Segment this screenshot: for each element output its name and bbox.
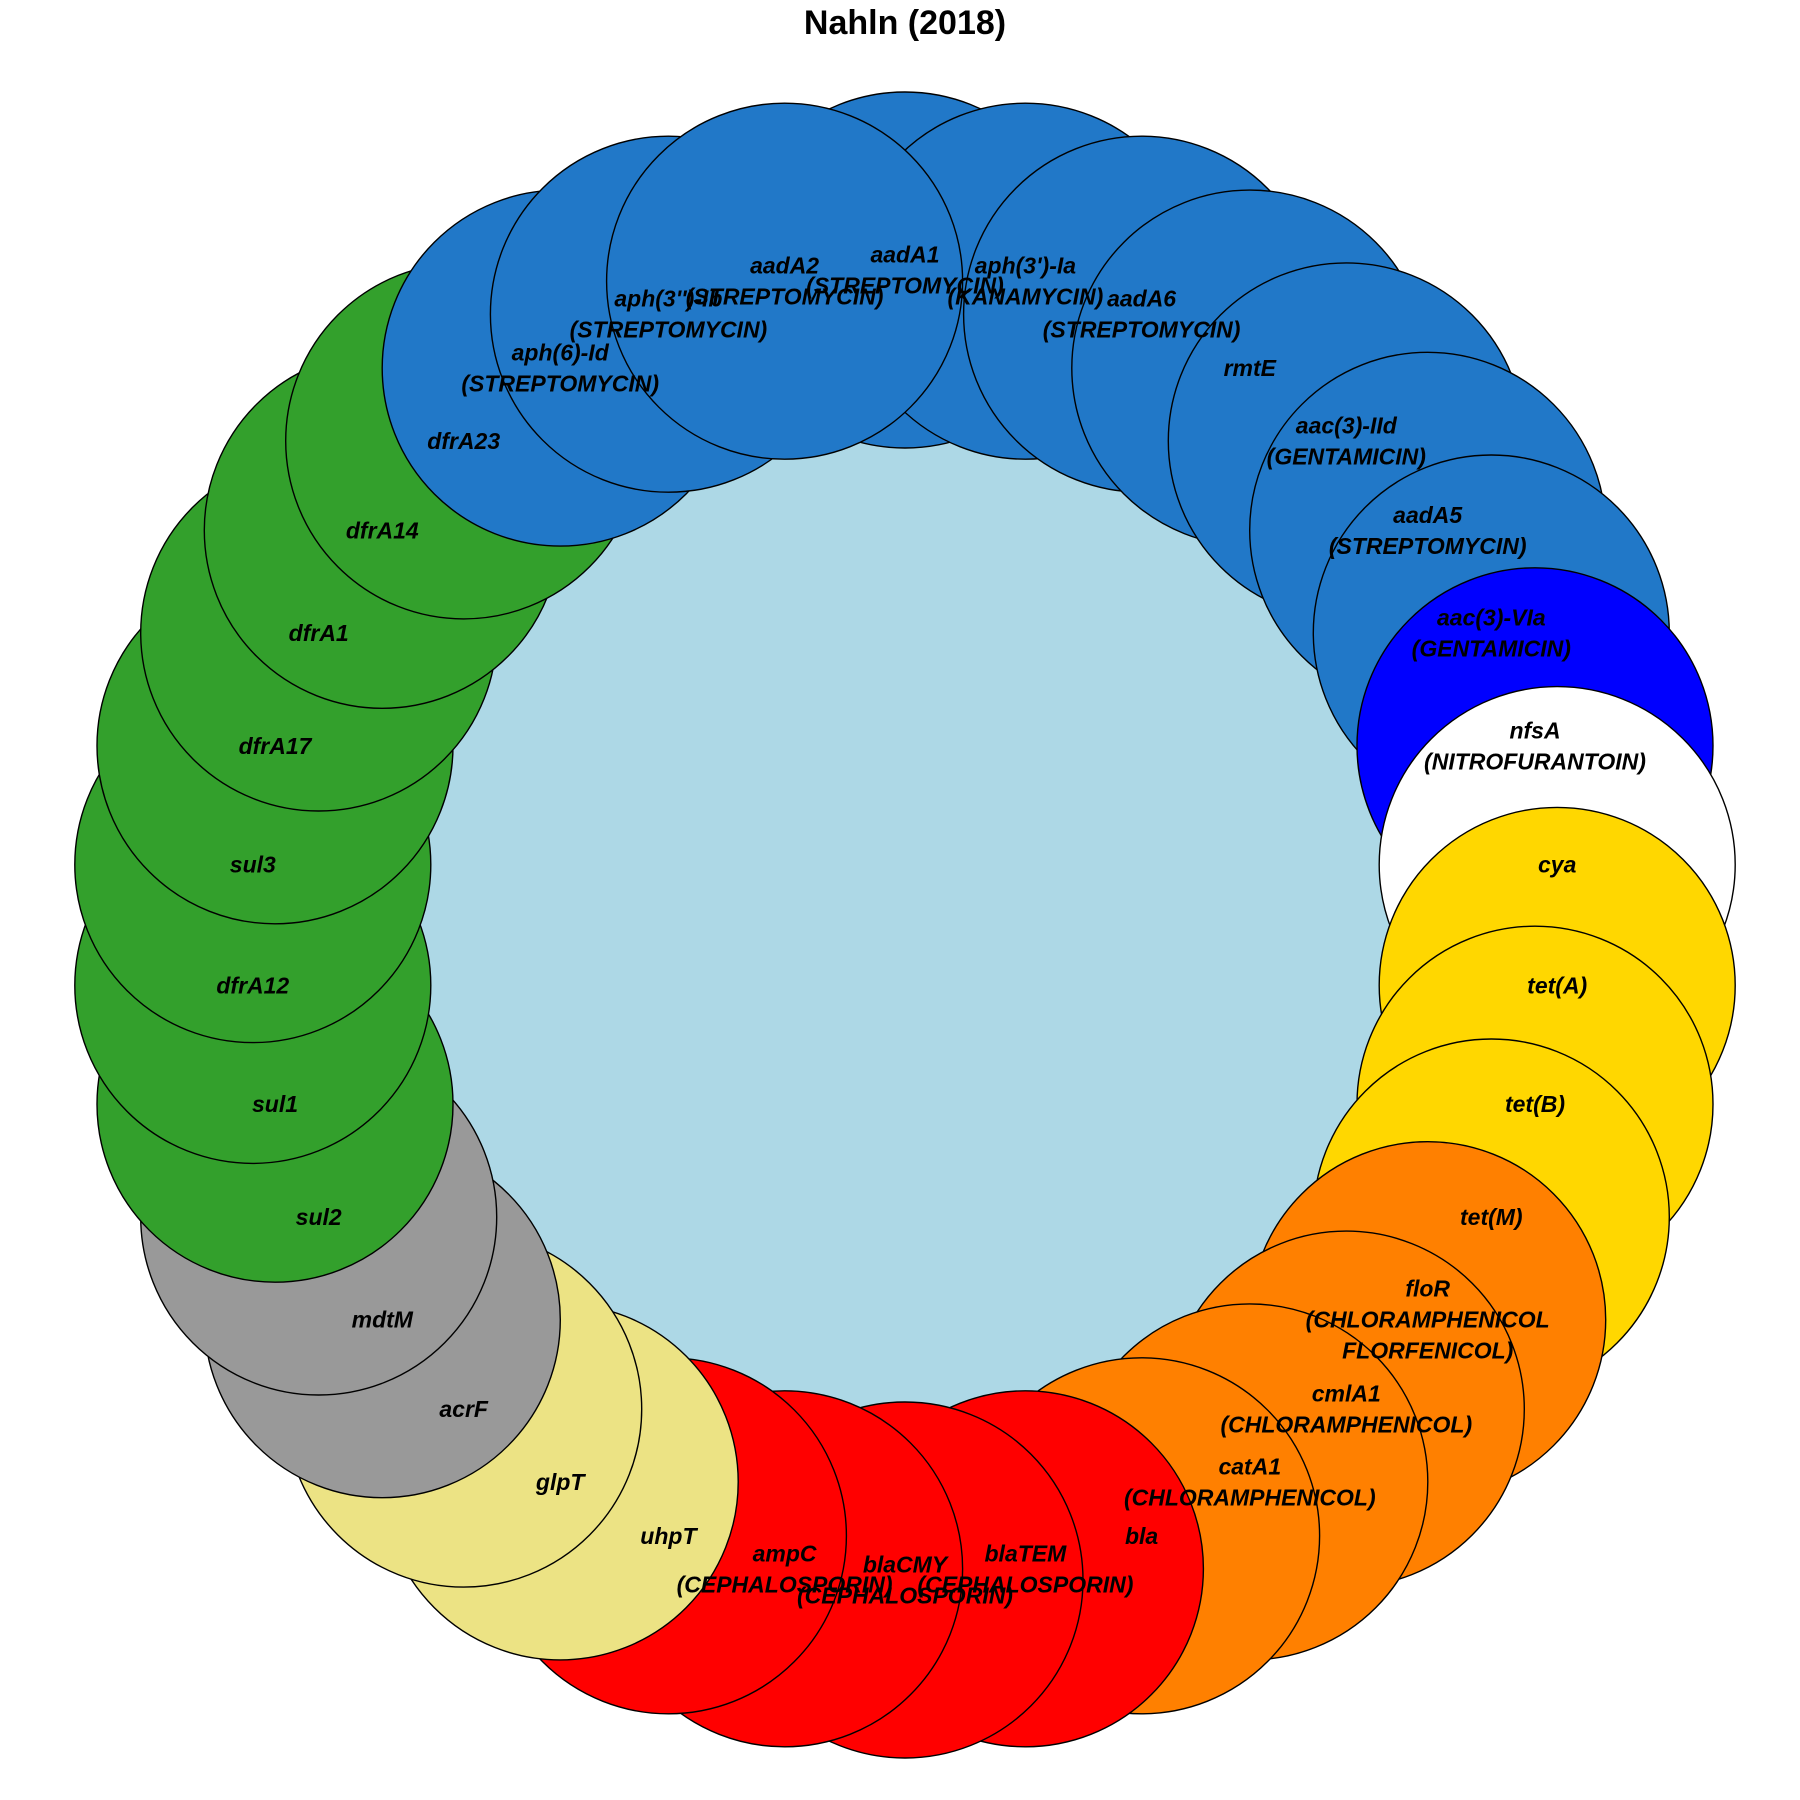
gene-label-tet-m: tet(M) <box>1460 1204 1523 1230</box>
gene-label-cata1-drug: (CHLORAMPHENICOL) <box>1124 1484 1376 1510</box>
gene-label-aada6-drug: (STREPTOMYCIN) <box>1043 317 1241 343</box>
gene-label-sul3: sul3 <box>230 852 276 878</box>
gene-label-aph-3-ia-drug: (KANAMYCIN) <box>947 284 1103 310</box>
gene-label-dfra17: dfrA17 <box>239 733 313 759</box>
gene-label-dfra23: dfrA23 <box>427 428 500 454</box>
center-node <box>370 390 1440 1460</box>
gene-label-aada5-drug: (STREPTOMYCIN) <box>1329 533 1527 559</box>
gene-label-aph-3-ib-drug: (STREPTOMYCIN) <box>570 317 768 343</box>
gene-label-aada1: aadA1 <box>870 242 939 268</box>
gene-label-blacmy: blaCMY <box>863 1552 950 1578</box>
gene-label-cmla1: cmlA1 <box>1312 1381 1381 1407</box>
gene-label-ampc-drug: (CEPHALOSPORIN) <box>677 1571 893 1597</box>
gene-label-aada1-drug: (STREPTOMYCIN) <box>806 273 1004 299</box>
gene-label-blacmy-drug: (CEPHALOSPORIN) <box>797 1583 1013 1609</box>
gene-label-blatem-drug: (CEPHALOSPORIN) <box>917 1571 1133 1597</box>
gene-label-dfra12: dfrA12 <box>216 972 289 998</box>
gene-label-aac-3-iid: aac(3)-IId <box>1296 412 1398 438</box>
gene-label-uhpt: uhpT <box>640 1523 698 1549</box>
gene-label-nfsa: nfsA <box>1509 717 1560 743</box>
gene-label-bla: bla <box>1125 1523 1158 1549</box>
gene-label-aph-3-ia: aph(3')-Ia <box>975 253 1077 279</box>
gene-label-dfra14: dfrA14 <box>346 517 419 543</box>
gene-label-aac-3-via-drug: (GENTAMICIN) <box>1412 636 1571 662</box>
gene-label-aph-3-ib: aph(3'')-Ib <box>614 286 722 312</box>
chart-title: Nahln (2018) <box>804 4 1006 42</box>
gene-label-cya: cya <box>1538 852 1577 878</box>
gene-nodes: aadA1(STREPTOMYCIN)aph(3')-Ia(KANAMYCIN)… <box>74 91 1736 1759</box>
gene-label-tet-b: tet(B) <box>1505 1091 1565 1117</box>
gene-label-aada2-drug: (STREPTOMYCIN) <box>686 284 884 310</box>
gene-label-aada2: aadA2 <box>750 253 819 279</box>
gene-label-flor-drug: (CHLORAMPHENICOL <box>1306 1307 1550 1333</box>
gene-label-rmte: rmtE <box>1224 355 1277 381</box>
gene-label-aac-3-via: aac(3)-VIa <box>1437 605 1546 631</box>
gene-label-glpt: glpT <box>535 1469 586 1495</box>
gene-label-blatem: blaTEM <box>985 1540 1068 1566</box>
gene-label-aph-6-id-drug: (STREPTOMYCIN) <box>461 371 659 397</box>
gene-label-aada5: aadA5 <box>1393 502 1463 528</box>
gene-label-nfsa-drug: (NITROFURANTOIN) <box>1424 748 1646 774</box>
gene-label-mdtm: mdtM <box>352 1307 414 1333</box>
gene-label-tet-a: tet(A) <box>1527 972 1587 998</box>
gene-label-flor-drug2: FLORFENICOL) <box>1342 1338 1513 1364</box>
gene-label-cata1: catA1 <box>1218 1453 1281 1479</box>
gene-label-acrf: acrF <box>439 1396 489 1422</box>
gene-label-cmla1-drug: (CHLORAMPHENICOL) <box>1220 1412 1472 1438</box>
gene-label-sul2: sul2 <box>296 1204 342 1230</box>
gene-label-aada6: aadA6 <box>1107 286 1176 312</box>
gene-label-aph-6-id: aph(6)-Id <box>512 340 610 366</box>
gene-label-aac-3-iid-drug: (GENTAMICIN) <box>1267 443 1426 469</box>
gene-label-ampc: ampC <box>753 1540 817 1566</box>
gene-node-aada2 <box>605 102 964 460</box>
gene-label-sul1: sul1 <box>252 1091 298 1117</box>
gene-label-dfra1: dfrA1 <box>289 620 349 646</box>
gene-label-flor: floR <box>1405 1276 1450 1302</box>
